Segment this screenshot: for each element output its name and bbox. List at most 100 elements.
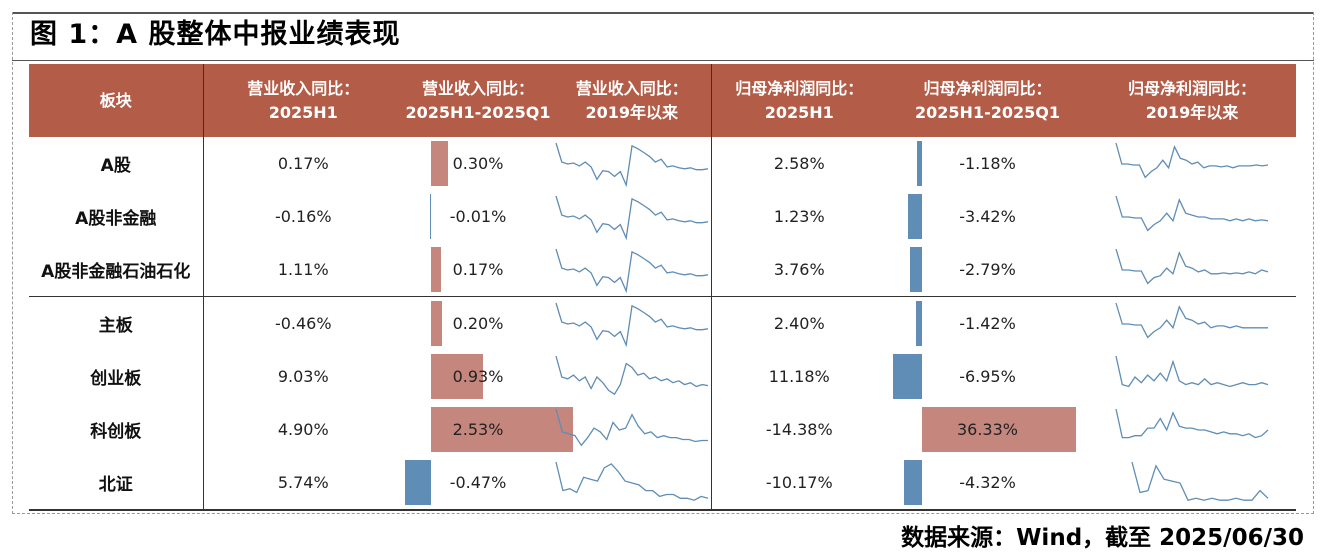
np-diff-cell: -3.42% <box>887 190 1088 243</box>
np-trend-sparkline <box>1115 142 1269 179</box>
np-diff-cell: -2.79% <box>887 243 1088 297</box>
rev-trend-sparkline <box>555 355 708 395</box>
table-row: 主板 -0.46% 0.20% 2.40% -1.42% <box>29 296 1296 350</box>
np-diff-bar <box>910 247 922 292</box>
np-diff-value: -1.42% <box>959 314 1016 333</box>
rev-diff-cell: -0.01% <box>403 190 553 243</box>
rev-h1-value: 9.03% <box>202 350 403 403</box>
table-row: A股 0.17% 0.30% 2.58% -1.18% <box>29 137 1296 190</box>
rev-trend-sparkline <box>555 142 708 187</box>
data-source-note: 数据来源：Wind，截至 2025/06/30 <box>901 525 1304 551</box>
rev-h1-value: 4.90% <box>202 403 403 456</box>
rev-diff-cell: 0.93% <box>403 350 553 403</box>
table-row: A股非金融石油石化 1.11% 0.17% 3.76% -2.79% <box>29 243 1296 297</box>
np-trend-sparkline <box>1131 461 1269 501</box>
np-h1-value: 3.76% <box>710 243 887 297</box>
rev-diff-bar <box>431 247 441 292</box>
np-diff-cell: -4.32% <box>887 456 1088 511</box>
np-trend-sparkline <box>1115 355 1269 387</box>
rev-trend-sparkline <box>555 408 708 446</box>
table-row: 北证 5.74% -0.47% -10.17% -4.32% <box>29 456 1296 511</box>
rev-diff-bar <box>431 141 448 186</box>
rev-diff-cell: 0.20% <box>403 296 553 350</box>
np-diff-value: -6.95% <box>959 367 1016 386</box>
np-trend-cell <box>1088 190 1296 243</box>
block-name: A股 <box>100 156 131 176</box>
rev-diff-value: 0.20% <box>452 314 504 333</box>
rev-h1-value: -0.16% <box>202 190 403 243</box>
rev-diff-value: 0.30% <box>452 154 504 173</box>
header-np-diff: 归母净利润同比： 2025H1-2025Q1 <box>887 64 1088 137</box>
np-diff-cell: -1.18% <box>887 137 1088 190</box>
np-diff-cell: -1.42% <box>887 296 1088 350</box>
np-diff-value: -1.18% <box>959 154 1016 173</box>
np-trend-cell <box>1088 350 1296 403</box>
np-h1-value: -14.38% <box>710 403 887 456</box>
header-rev-h1: 营业收入同比： 2025H1 <box>202 64 403 137</box>
table-row: A股非金融 -0.16% -0.01% 1.23% -3.42% <box>29 190 1296 243</box>
rev-trend-cell <box>553 137 711 190</box>
np-diff-value: -4.32% <box>959 473 1016 492</box>
block-name: 科创板 <box>90 422 142 442</box>
rev-diff-cell: 0.17% <box>403 243 553 297</box>
np-diff-bar <box>915 301 922 346</box>
np-h1-value: 2.40% <box>710 296 887 350</box>
rev-trend-sparkline <box>555 461 708 501</box>
rev-trend-cell <box>553 296 711 350</box>
np-trend-sparkline <box>1115 302 1268 338</box>
np-diff-value: -3.42% <box>959 207 1016 226</box>
np-trend-cell <box>1088 403 1296 456</box>
np-diff-bar <box>903 460 922 505</box>
rev-trend-cell <box>553 190 711 243</box>
rev-diff-bar <box>430 194 431 239</box>
np-diff-bar <box>922 407 1076 452</box>
block-name: A股非金融石油石化 <box>41 262 191 282</box>
figure-title: 图 1：A 股整体中报业绩表现 <box>30 19 401 50</box>
rev-trend-sparkline <box>555 195 708 240</box>
rev-diff-cell: -0.47% <box>403 456 553 511</box>
np-trend-sparkline <box>1115 195 1269 231</box>
figure-frame <box>12 12 1314 514</box>
rev-trend-cell <box>553 403 711 456</box>
rev-diff-value: 0.17% <box>452 260 504 279</box>
block-name: A股非金融 <box>75 209 157 229</box>
rev-diff-value: -0.47% <box>449 473 507 492</box>
rev-trend-sparkline <box>555 302 708 347</box>
rev-diff-cell: 0.30% <box>403 137 553 190</box>
np-h1-value: 2.58% <box>710 137 887 190</box>
rev-diff-bar <box>404 460 431 505</box>
block-name: 北证 <box>29 456 203 511</box>
rev-trend-cell <box>553 350 711 403</box>
title-top-rule <box>12 12 1314 14</box>
title-bottom-rule <box>12 60 1314 61</box>
np-diff-bar <box>892 354 922 399</box>
table-row: 科创板 4.90% 2.53% -14.38% 36.33% <box>29 403 1296 456</box>
np-diff-cell: 36.33% <box>887 403 1088 456</box>
np-trend-sparkline <box>1115 248 1269 284</box>
np-trend-cell <box>1088 137 1296 190</box>
np-trend-cell <box>1088 456 1296 511</box>
np-trend-sparkline <box>1115 408 1269 438</box>
block-name: 主板 <box>29 296 203 350</box>
header-np-h1: 归母净利润同比： 2025H1 <box>710 64 887 137</box>
np-diff-value: -2.79% <box>959 260 1016 279</box>
np-trend-cell <box>1088 296 1296 350</box>
rev-trend-sparkline <box>555 248 708 293</box>
np-diff-bar <box>907 194 922 239</box>
rev-diff-cell: 2.53% <box>403 403 573 456</box>
header-np-trend: 归母净利润同比： 2019年以来 <box>1088 64 1296 137</box>
performance-table: 板块 营业收入同比： 2025H1 营业收入同比： 2025H1-2025Q1 营业… <box>29 64 1296 511</box>
rev-diff-bar <box>431 354 484 399</box>
rev-h1-value: 5.74% <box>202 456 403 511</box>
table-row: 创业板 9.03% 0.93% 11.18% -6.95% <box>29 350 1296 403</box>
np-diff-cell: -6.95% <box>887 350 1088 403</box>
rev-diff-value: 2.53% <box>452 420 504 439</box>
np-h1-value: -10.17% <box>710 456 887 511</box>
header-rev-diff: 营业收入同比： 2025H1-2025Q1 <box>403 64 553 137</box>
rev-h1-value: 1.11% <box>202 243 403 297</box>
block-name: 创业板 <box>90 369 142 389</box>
rev-h1-value: 0.17% <box>202 137 403 190</box>
header-block: 板块 <box>29 64 203 137</box>
np-diff-bar <box>916 141 922 186</box>
rev-diff-value: -0.01% <box>449 207 507 226</box>
